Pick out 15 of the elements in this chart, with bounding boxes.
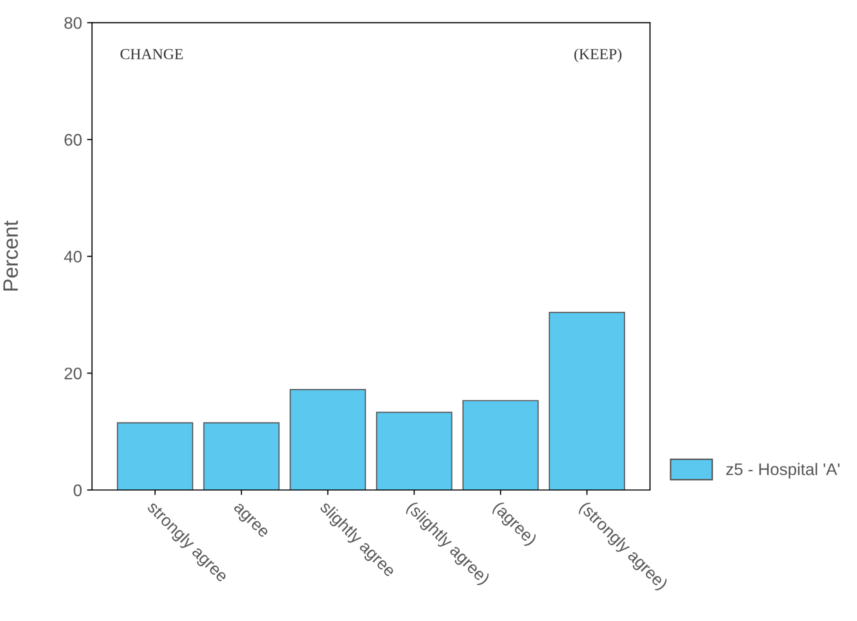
bar [203,422,280,490]
bar [462,400,539,490]
y-tick-label: 20 [64,368,82,380]
y-tick-label: 40 [64,250,82,263]
legend-label: z5 - Hospital 'A' [726,462,840,478]
bar [548,312,626,490]
y-tick-label: 60 [64,134,82,146]
annotation: (KEEP) [574,48,622,62]
annotation: CHANGE [120,48,183,60]
bar [376,412,452,490]
y-tick-label: 80 [64,17,82,29]
y-axis-title: Percent [3,220,18,291]
y-tick-label: 0 [74,484,82,496]
bar [116,422,194,490]
bar [290,388,366,490]
